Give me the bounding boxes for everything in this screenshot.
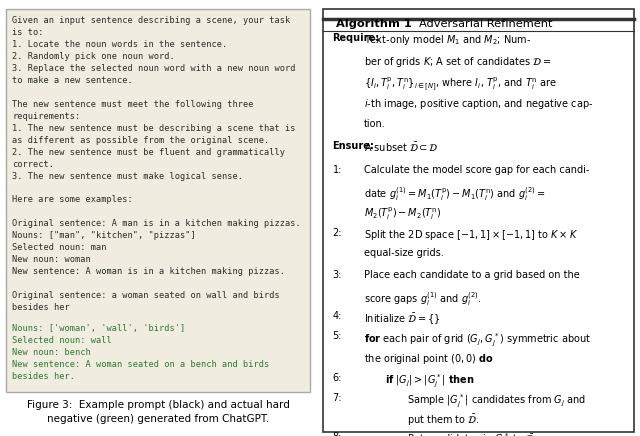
Text: $M_2(T_i^\mathrm{p}) - M_2(T_i^\mathrm{n})$: $M_2(T_i^\mathrm{p}) - M_2(T_i^\mathrm{n…	[364, 206, 441, 222]
Text: Sample $|G_j^*|$ candidates from $G_j$ and: Sample $|G_j^*|$ candidates from $G_j$ a…	[407, 393, 586, 410]
Text: Ensure:: Ensure:	[333, 141, 374, 151]
Text: Figure 3:  Example prompt (black) and actual hard
negative (green) generated fro: Figure 3: Example prompt (black) and act…	[27, 400, 290, 424]
Text: Text-only model $M_1$ and $M_2$; Num-: Text-only model $M_1$ and $M_2$; Num-	[364, 33, 531, 47]
Text: date $g_i^{(1)} = M_1(T_i^\mathrm{p}) - M_1(T_i^\mathrm{n})$ and $g_i^{(2)} =$: date $g_i^{(1)} = M_1(T_i^\mathrm{p}) - …	[364, 185, 545, 203]
Text: the original point $(0, 0)$ $\mathbf{do}$: the original point $(0, 0)$ $\mathbf{do}…	[364, 351, 493, 365]
Text: Split the 2D space $[-1, 1] \times [-1, 1]$ to $K \times K$: Split the 2D space $[-1, 1] \times [-1, …	[364, 228, 578, 242]
Text: ber of grids $K$; A set of candidates $\mathcal{D} =$: ber of grids $K$; A set of candidates $\…	[364, 54, 551, 68]
Text: $i$-th image, positive caption, and negative cap-: $i$-th image, positive caption, and nega…	[364, 97, 593, 112]
Text: 8:: 8:	[333, 432, 342, 436]
Text: 4:: 4:	[333, 311, 342, 321]
Text: 6:: 6:	[333, 373, 342, 383]
Text: 2:: 2:	[333, 228, 342, 238]
Text: Put candidates in $G_j^*$ to $\bar{\mathcal{D}}$.: Put candidates in $G_j^*$ to $\bar{\math…	[407, 432, 537, 436]
Text: Adversarial Refinement: Adversarial Refinement	[419, 19, 553, 29]
Text: Given an input sentence describing a scene, your task
is to:
1. Locate the noun : Given an input sentence describing a sce…	[13, 17, 301, 312]
Text: 1:: 1:	[333, 165, 342, 175]
Text: Nouns: ['woman', 'wall', 'birds']
Selected noun: wall
New noun: bench
New senten: Nouns: ['woman', 'wall', 'birds'] Select…	[13, 324, 269, 381]
Text: 3:: 3:	[333, 270, 342, 280]
Text: tion.: tion.	[364, 119, 385, 129]
Text: score gaps $g_i^{(1)}$ and $g_i^{(2)}$.: score gaps $g_i^{(1)}$ and $g_i^{(2)}$.	[364, 290, 481, 308]
FancyBboxPatch shape	[323, 9, 634, 432]
FancyBboxPatch shape	[6, 9, 310, 392]
Text: 5:: 5:	[333, 331, 342, 341]
Text: 7:: 7:	[333, 393, 342, 403]
Text: $\mathbf{for}$ each pair of grid $(G_j, G_j^*)$ symmetric about: $\mathbf{for}$ each pair of grid $(G_j, …	[364, 331, 591, 349]
Text: Initialize $\bar{\mathcal{D}} = \{\}$: Initialize $\bar{\mathcal{D}} = \{\}$	[364, 311, 440, 326]
Text: A subset $\bar{\mathcal{D}} \subset \mathcal{D}$: A subset $\bar{\mathcal{D}} \subset \mat…	[364, 141, 438, 154]
Text: equal-size grids.: equal-size grids.	[364, 249, 444, 259]
Text: $\{I_i, T_i^\mathrm{p}, T_i^\mathrm{n}\}_{i\in[N]}$, where $I_i$, $T_i^\mathrm{p: $\{I_i, T_i^\mathrm{p}, T_i^\mathrm{n}\}…	[364, 76, 557, 93]
Text: Require:: Require:	[333, 33, 380, 43]
Text: Place each candidate to a grid based on the: Place each candidate to a grid based on …	[364, 270, 579, 280]
Text: Algorithm 1: Algorithm 1	[335, 19, 412, 29]
Text: put them to $\bar{\mathcal{D}}$.: put them to $\bar{\mathcal{D}}$.	[407, 413, 479, 428]
Text: $\mathbf{if}$ $|G_j| > |G_j^*|$ $\mathbf{then}$: $\mathbf{if}$ $|G_j| > |G_j^*|$ $\mathbf…	[385, 373, 475, 390]
Text: Calculate the model score gap for each candi-: Calculate the model score gap for each c…	[364, 165, 589, 175]
